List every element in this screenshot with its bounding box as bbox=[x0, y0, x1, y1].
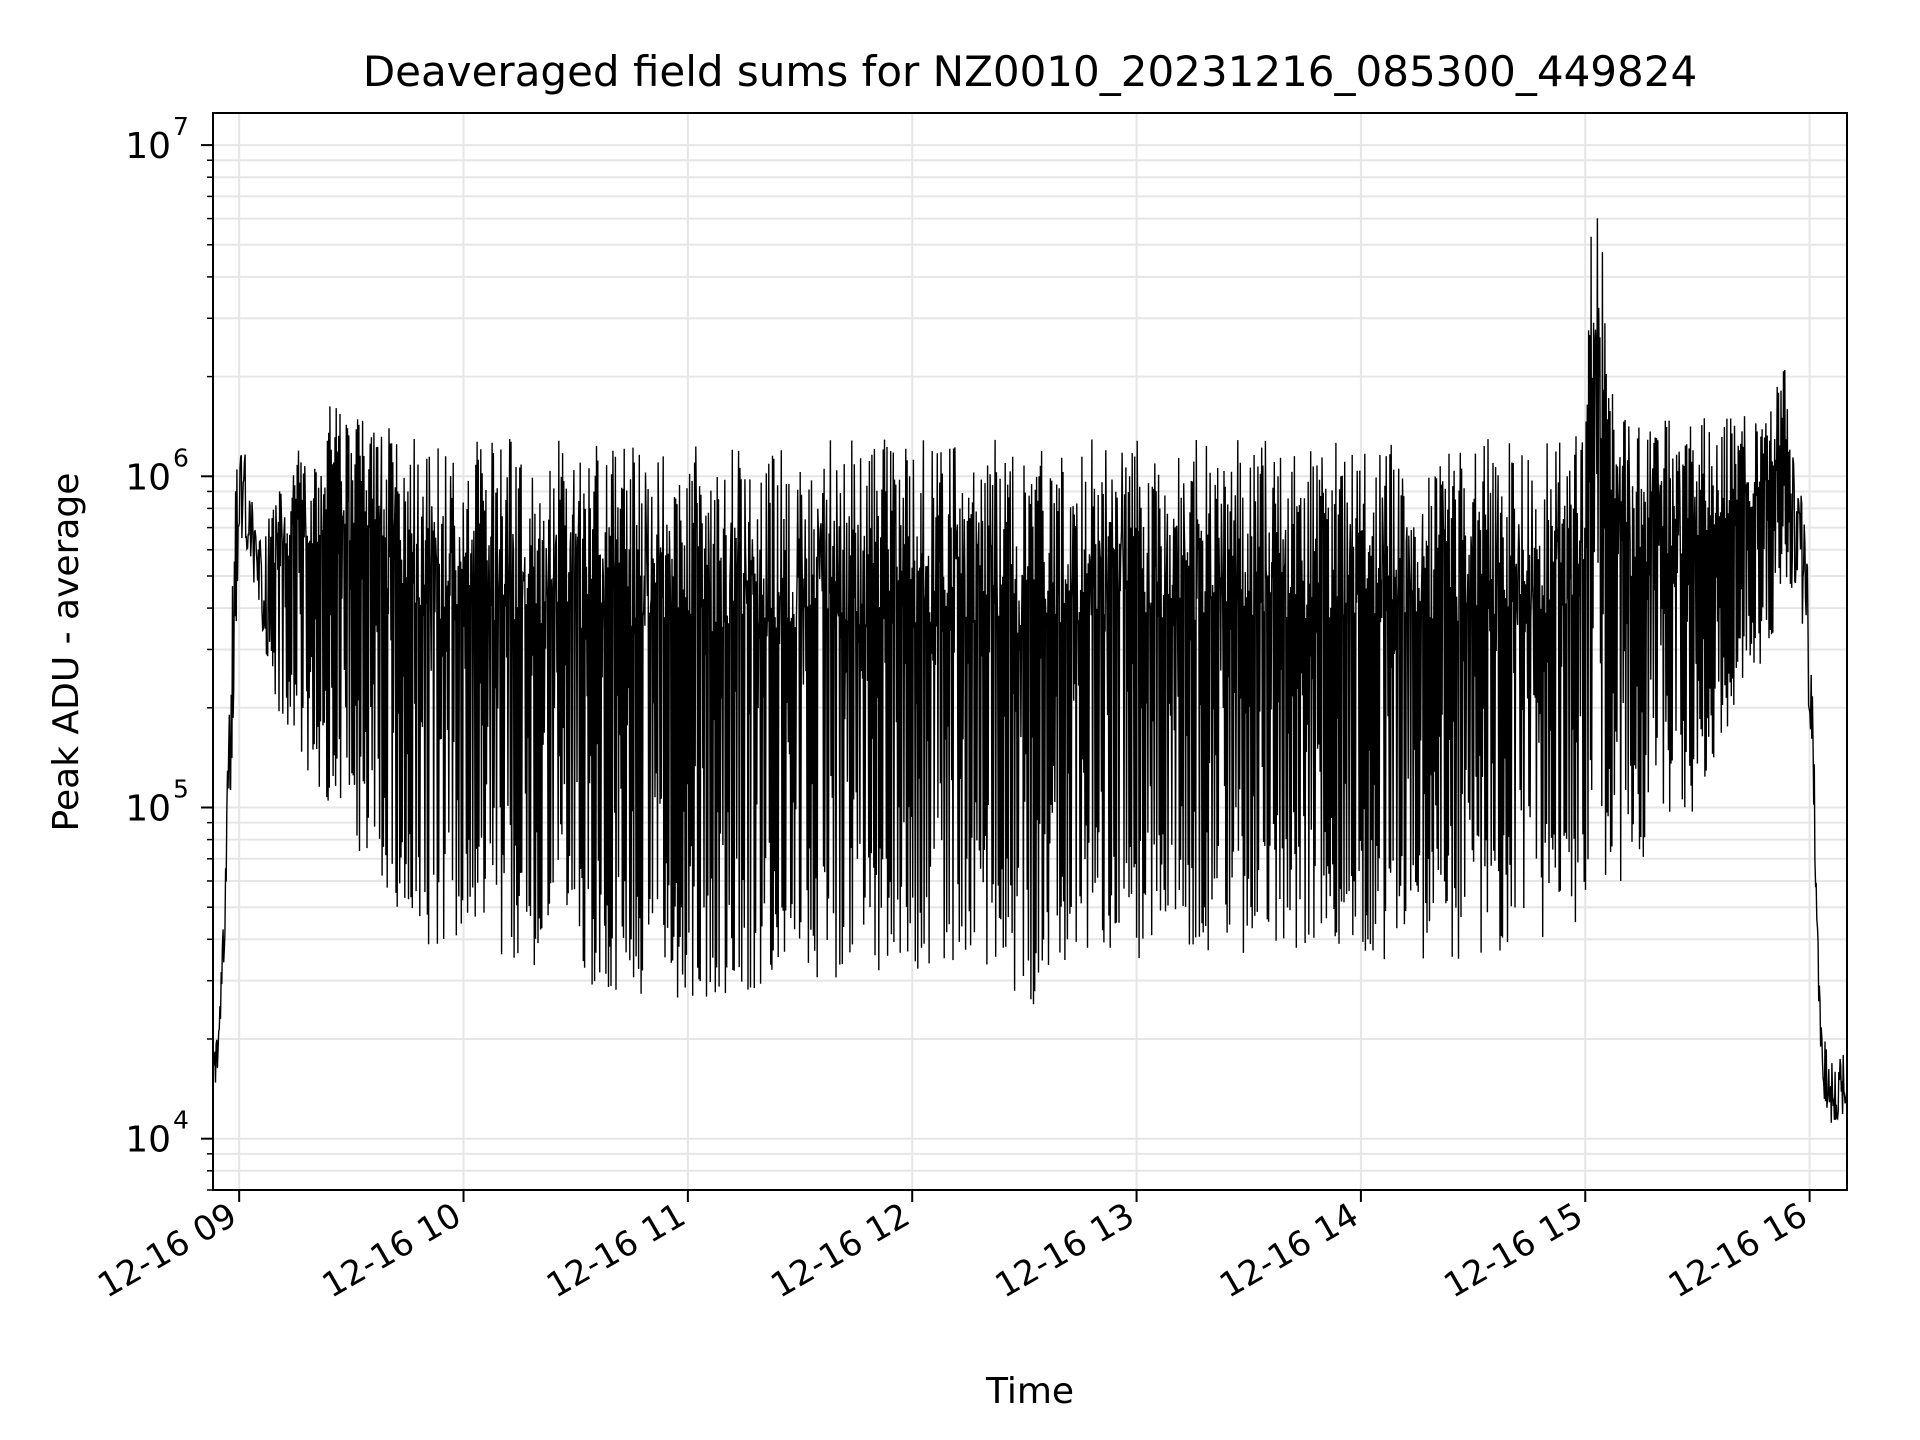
y-tick-label: 10 bbox=[125, 457, 171, 498]
x-tick-label: 12-16 13 bbox=[989, 1195, 1141, 1306]
series-line bbox=[213, 218, 1847, 1123]
x-axis: 12-16 09 12-16 10 12-16 11 12-16 12 12-16 13… bbox=[91, 1190, 1814, 1306]
y-tick-exponent: 7 bbox=[173, 112, 189, 141]
x-axis-label: Time bbox=[985, 1371, 1074, 1412]
x-tick-label: 12-16 12 bbox=[764, 1195, 916, 1306]
y-tick-label: 10 bbox=[125, 126, 171, 167]
y-tick-exponent: 5 bbox=[173, 774, 189, 803]
y-axis-label: Peak ADU - average bbox=[46, 473, 87, 832]
x-tick-label: 12-16 16 bbox=[1662, 1195, 1814, 1306]
plot-frame bbox=[212, 112, 1848, 1191]
y-tick-label: 10 bbox=[125, 788, 171, 829]
x-tick-label: 12-16 11 bbox=[540, 1195, 692, 1306]
y-tick-label: 10 bbox=[125, 1120, 171, 1161]
x-tick-label: 12-16 15 bbox=[1437, 1195, 1589, 1306]
chart-title: Deaveraged field sums for NZ0010_2023121… bbox=[363, 47, 1697, 96]
y-tick-exponent: 4 bbox=[173, 1106, 189, 1135]
y-tick-exponent: 6 bbox=[173, 443, 189, 472]
x-tick-label: 12-16 09 bbox=[91, 1195, 243, 1306]
series-layer bbox=[213, 218, 1847, 1123]
x-tick-label: 12-16 10 bbox=[316, 1195, 468, 1306]
x-tick-label: 12-16 14 bbox=[1213, 1195, 1365, 1306]
